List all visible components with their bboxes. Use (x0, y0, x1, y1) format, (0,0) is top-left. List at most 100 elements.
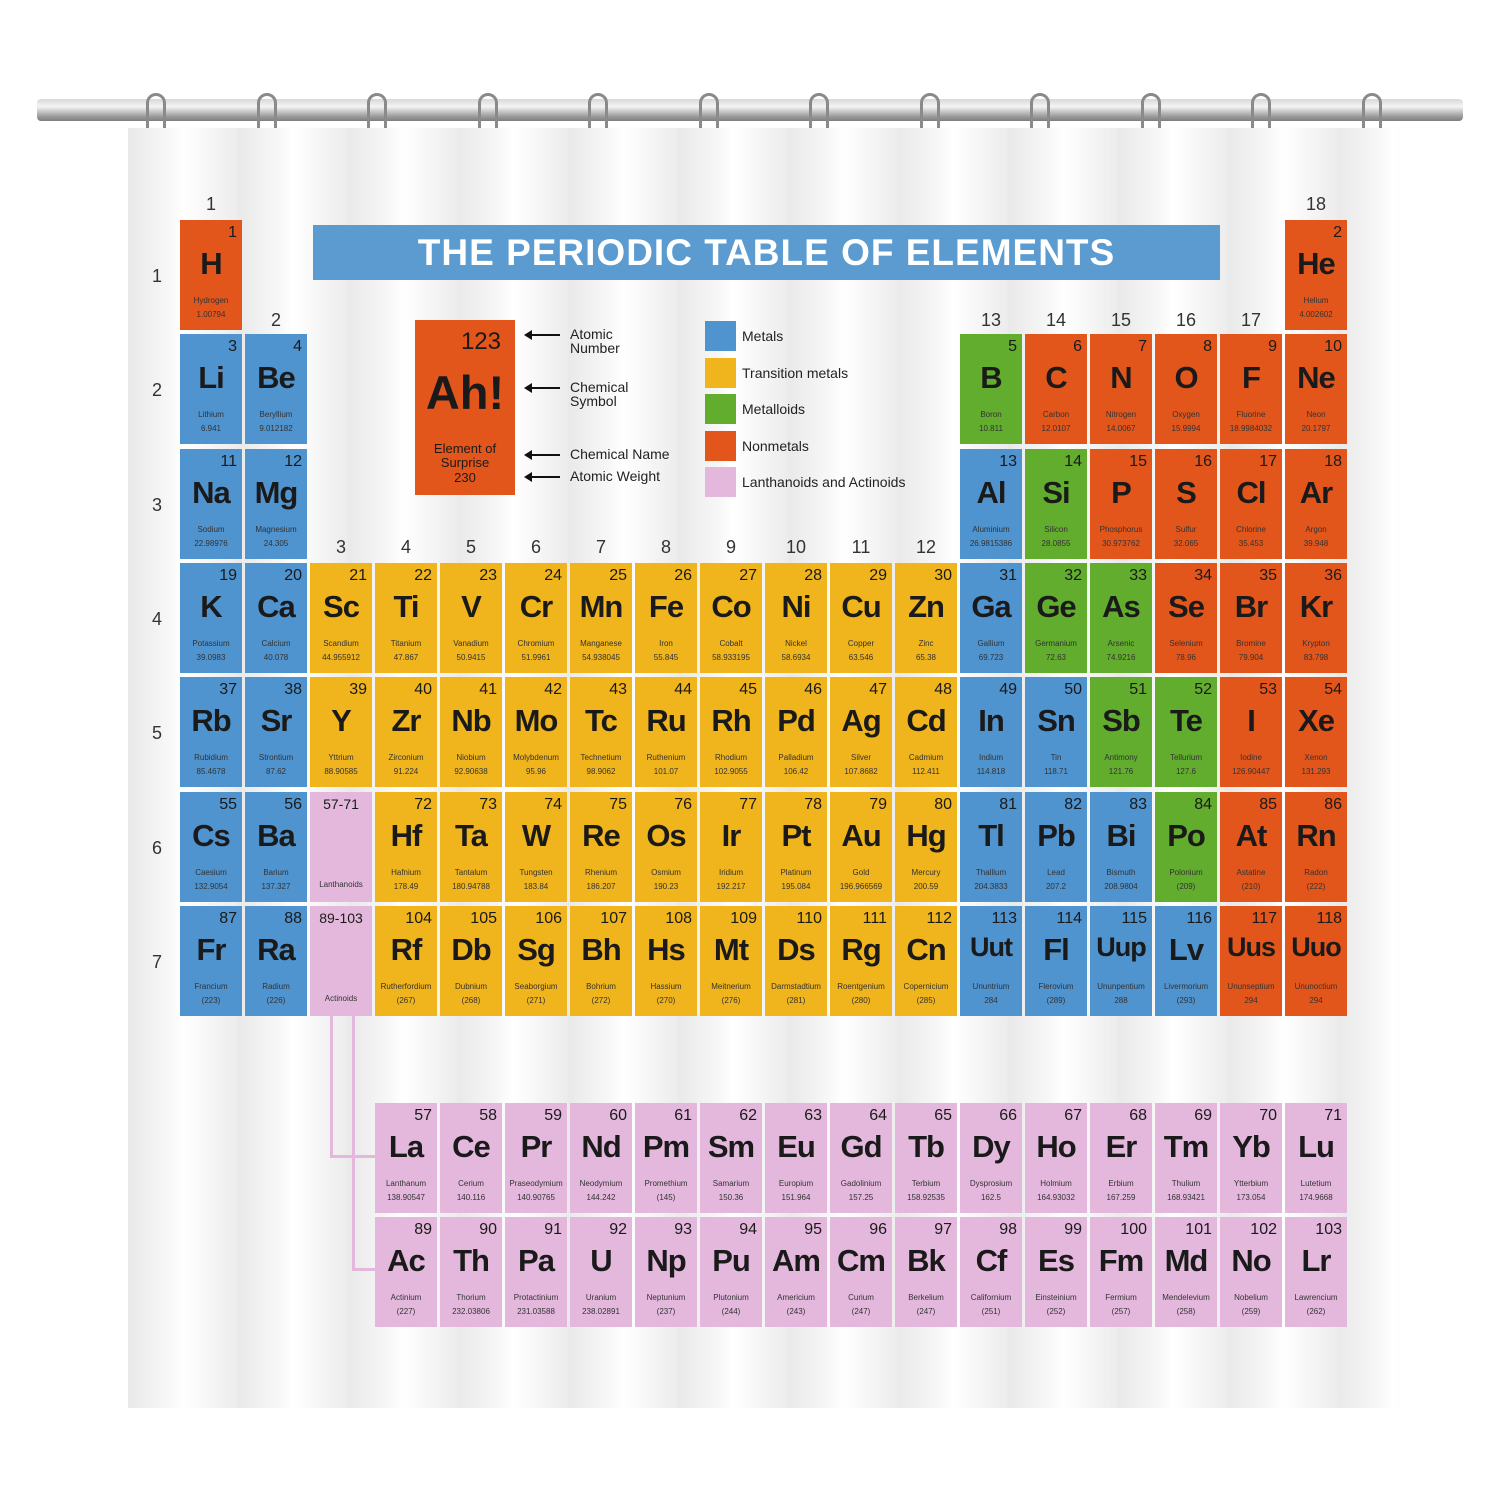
element-tile-pd[interactable]: 46 Pd Palladium 106.42 (765, 677, 827, 788)
element-tile-ni[interactable]: 28 Ni Nickel 58.6934 (765, 562, 827, 673)
element-tile-gd[interactable]: 64 Gd Gadolinium 157.25 (830, 1103, 892, 1213)
element-tile-li[interactable]: 3 Li Lithium 6.941 (180, 334, 242, 445)
element-tile-cu[interactable]: 29 Cu Copper 63.546 (830, 562, 892, 673)
element-tile-sr[interactable]: 38 Sr Strontium 87.62 (245, 677, 307, 788)
element-tile-y[interactable]: 39 Y Yttrium 88.90585 (310, 677, 372, 788)
element-tile-ar[interactable]: 18 Ar Argon 39.948 (1285, 448, 1347, 559)
element-tile-mo[interactable]: 42 Mo Molybdenum 95.96 (505, 677, 567, 788)
element-tile-nd[interactable]: 60 Nd Neodymium 144.242 (570, 1103, 632, 1213)
element-tile-uut[interactable]: 113 Uut Ununtrium 284 (960, 905, 1022, 1016)
element-tile-ho[interactable]: 67 Ho Holmium 164.93032 (1025, 1103, 1087, 1213)
element-tile-uus[interactable]: 117 Uus Ununseptium 294 (1220, 905, 1282, 1016)
element-tile-eu[interactable]: 63 Eu Europium 151.964 (765, 1103, 827, 1213)
element-tile-co[interactable]: 27 Co Cobalt 58.933195 (700, 562, 762, 673)
element-tile-hg[interactable]: 80 Hg Mercury 200.59 (895, 791, 957, 902)
element-tile-lu[interactable]: 71 Lu Lutetium 174.9668 (1285, 1103, 1347, 1213)
element-tile-p[interactable]: 15 P Phosphorus 30.973762 (1090, 448, 1152, 559)
element-tile-w[interactable]: 74 W Tungsten 183.84 (505, 791, 567, 902)
element-tile-ta[interactable]: 73 Ta Tantalum 180.94788 (440, 791, 502, 902)
element-tile-ds[interactable]: 110 Ds Darmstadtium (281) (765, 905, 827, 1016)
element-tile-la[interactable]: 57 La Lanthanum 138.90547 (375, 1103, 437, 1213)
element-tile-o[interactable]: 8 O Oxygen 15.9994 (1155, 334, 1217, 445)
element-tile-uuo[interactable]: 118 Uuo Ununoctium 294 (1285, 905, 1347, 1016)
element-tile-mg[interactable]: 12 Mg Magnesium 24.305 (245, 448, 307, 559)
element-tile-db[interactable]: 105 Db Dubnium (268) (440, 905, 502, 1016)
element-tile-th[interactable]: 90 Th Thorium 232.03806 (440, 1217, 502, 1327)
element-tile-tc[interactable]: 43 Tc Technetium 98.9062 (570, 677, 632, 788)
element-tile-h[interactable]: 1 H Hydrogen 1.00794 (180, 220, 242, 330)
element-tile-fm[interactable]: 100 Fm Fermium (257) (1090, 1217, 1152, 1327)
element-tile-pm[interactable]: 61 Pm Promethium (145) (635, 1103, 697, 1213)
element-tile-cl[interactable]: 17 Cl Chlorine 35.453 (1220, 448, 1282, 559)
element-tile-nb[interactable]: 41 Nb Niobium 92.90638 (440, 677, 502, 788)
element-tile-fe[interactable]: 26 Fe Iron 55.845 (635, 562, 697, 673)
element-tile-al[interactable]: 13 Al Aluminium 26.9815386 (960, 448, 1022, 559)
element-tile-ge[interactable]: 32 Ge Germanium 72.63 (1025, 562, 1087, 673)
element-tile-zr[interactable]: 40 Zr Zirconium 91.224 (375, 677, 437, 788)
element-tile-ca[interactable]: 20 Ca Calcium 40.078 (245, 562, 307, 673)
element-tile-pa[interactable]: 91 Pa Protactinium 231.03588 (505, 1217, 567, 1327)
element-tile-sc[interactable]: 21 Sc Scandium 44.955912 (310, 562, 372, 673)
element-tile-sg[interactable]: 106 Sg Seaborgium (271) (505, 905, 567, 1016)
element-tile-br[interactable]: 35 Br Bromine 79.904 (1220, 562, 1282, 673)
element-tile-ac[interactable]: 89 Ac Actinium (227) (375, 1217, 437, 1327)
element-tile-hs[interactable]: 108 Hs Hassium (270) (635, 905, 697, 1016)
element-tile-c[interactable]: 6 C Carbon 12.0107 (1025, 334, 1087, 445)
element-tile-kr[interactable]: 36 Kr Krypton 83.798 (1285, 562, 1347, 673)
element-tile-am[interactable]: 95 Am Americium (243) (765, 1217, 827, 1327)
element-tile-in[interactable]: 49 In Indium 114.818 (960, 677, 1022, 788)
element-tile-cs[interactable]: 55 Cs Caesium 132.9054 (180, 791, 242, 902)
element-tile-sn[interactable]: 50 Sn Tin 118.71 (1025, 677, 1087, 788)
element-tile-xe[interactable]: 54 Xe Xenon 131.293 (1285, 677, 1347, 788)
element-tile-ga[interactable]: 31 Ga Gallium 69.723 (960, 562, 1022, 673)
element-tile-pu[interactable]: 94 Pu Plutonium (244) (700, 1217, 762, 1327)
element-tile-f[interactable]: 9 F Fluorine 18.9984032 (1220, 334, 1282, 445)
element-tile-sb[interactable]: 51 Sb Antimony 121.76 (1090, 677, 1152, 788)
element-tile-ra[interactable]: 88 Ra Radium (226) (245, 905, 307, 1016)
element-tile-u[interactable]: 92 U Uranium 238.02891 (570, 1217, 632, 1327)
element-tile-bi[interactable]: 83 Bi Bismuth 208.9804 (1090, 791, 1152, 902)
element-tile-cr[interactable]: 24 Cr Chromium 51.9961 (505, 562, 567, 673)
element-tile-cm[interactable]: 96 Cm Curium (247) (830, 1217, 892, 1327)
element-tile-au[interactable]: 79 Au Gold 196.966569 (830, 791, 892, 902)
element-tile-np[interactable]: 93 Np Neptunium (237) (635, 1217, 697, 1327)
element-tile-dy[interactable]: 66 Dy Dysprosium 162.5 (960, 1103, 1022, 1213)
element-tile-s[interactable]: 16 S Sulfur 32.065 (1155, 448, 1217, 559)
element-tile-si[interactable]: 14 Si Silicon 28.0855 (1025, 448, 1087, 559)
element-tile-mt[interactable]: 109 Mt Meitnerium (276) (700, 905, 762, 1016)
element-tile-se[interactable]: 34 Se Selenium 78.96 (1155, 562, 1217, 673)
element-tile-po[interactable]: 84 Po Polonium (209) (1155, 791, 1217, 902)
element-tile-ag[interactable]: 47 Ag Silver 107.8682 (830, 677, 892, 788)
element-tile-te[interactable]: 52 Te Tellurium 127.6 (1155, 677, 1217, 788)
element-tile-tm[interactable]: 69 Tm Thulium 168.93421 (1155, 1103, 1217, 1213)
element-tile-k[interactable]: 19 K Potassium 39.0983 (180, 562, 242, 673)
element-tile-be[interactable]: 4 Be Beryllium 9.012182 (245, 334, 307, 445)
element-tile-md[interactable]: 101 Md Mendelevium (258) (1155, 1217, 1217, 1327)
element-tile-uup[interactable]: 115 Uup Ununpentium 288 (1090, 905, 1152, 1016)
element-tile-no[interactable]: 102 No Nobelium (259) (1220, 1217, 1282, 1327)
element-tile-rh[interactable]: 45 Rh Rhodium 102.9055 (700, 677, 762, 788)
element-tile-re[interactable]: 75 Re Rhenium 186.207 (570, 791, 632, 902)
element-tile-rn[interactable]: 86 Rn Radon (222) (1285, 791, 1347, 902)
element-tile-as[interactable]: 33 As Arsenic 74.9216 (1090, 562, 1152, 673)
element-tile-at[interactable]: 85 At Astatine (210) (1220, 791, 1282, 902)
element-tile-ce[interactable]: 58 Ce Cerium 140.116 (440, 1103, 502, 1213)
element-tile-he[interactable]: 2 He Helium 4.002602 (1285, 220, 1347, 330)
element-tile-ru[interactable]: 44 Ru Ruthenium 101.07 (635, 677, 697, 788)
element-tile-mn[interactable]: 25 Mn Manganese 54.938045 (570, 562, 632, 673)
element-tile-pt[interactable]: 78 Pt Platinum 195.084 (765, 791, 827, 902)
element-tile-lv[interactable]: 116 Lv Livermorium (293) (1155, 905, 1217, 1016)
element-tile-er[interactable]: 68 Er Erbium 167.259 (1090, 1103, 1152, 1213)
element-tile-yb[interactable]: 70 Yb Ytterbium 173.054 (1220, 1103, 1282, 1213)
element-tile-pb[interactable]: 82 Pb Lead 207.2 (1025, 791, 1087, 902)
element-tile-zn[interactable]: 30 Zn Zinc 65.38 (895, 562, 957, 673)
element-tile-v[interactable]: 23 V Vanadium 50.9415 (440, 562, 502, 673)
element-tile-es[interactable]: 99 Es Einsteinium (252) (1025, 1217, 1087, 1327)
element-tile-rg[interactable]: 111 Rg Roentgenium (280) (830, 905, 892, 1016)
element-tile-ir[interactable]: 77 Ir Iridium 192.217 (700, 791, 762, 902)
element-tile-tb[interactable]: 65 Tb Terbium 158.92535 (895, 1103, 957, 1213)
element-tile-bk[interactable]: 97 Bk Berkelium (247) (895, 1217, 957, 1327)
element-tile-fl[interactable]: 114 Fl Flerovium (289) (1025, 905, 1087, 1016)
element-tile-na[interactable]: 11 Na Sodium 22.98976 (180, 448, 242, 559)
element-tile-cf[interactable]: 98 Cf Californium (251) (960, 1217, 1022, 1327)
